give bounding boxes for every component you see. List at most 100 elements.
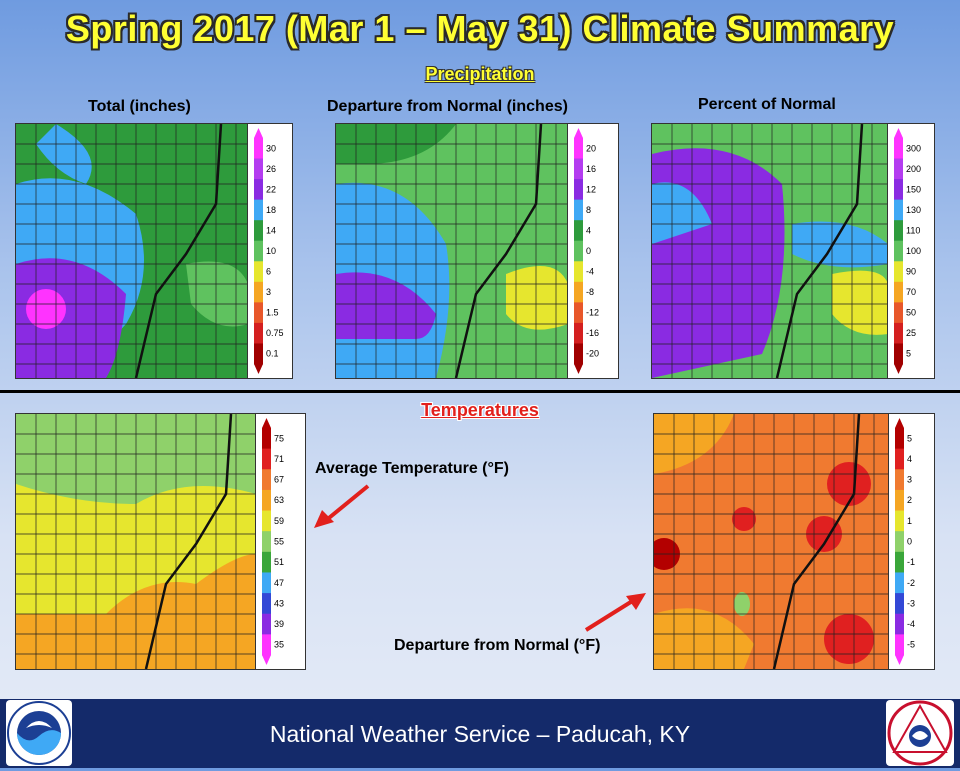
arrow-left-icon (310, 482, 372, 535)
legend-swatch (262, 489, 271, 512)
legend-swatch (895, 572, 904, 594)
legend-swatch (262, 469, 271, 491)
legend-swatch (254, 220, 263, 242)
legend-swatch (895, 634, 904, 656)
legend-tick-label: -5 (907, 640, 915, 650)
legend-swatch (254, 261, 263, 283)
legend-bottom-arrow (254, 364, 263, 374)
legend-tick-label: -16 (586, 328, 599, 338)
legend-tick-label: 47 (274, 578, 284, 588)
legend-swatch (895, 428, 904, 450)
legend-swatch (254, 302, 263, 324)
legend-swatch (894, 322, 903, 344)
legend-swatch (894, 158, 903, 180)
legend-swatch (254, 158, 263, 180)
legend-swatch (254, 240, 263, 262)
legend-swatch (894, 138, 903, 160)
legend-swatch (262, 593, 271, 615)
legend-tick-label: 14 (266, 225, 276, 235)
legend-swatch (574, 343, 583, 365)
legend-tick-label: 25 (906, 328, 916, 338)
legend-tick-label: 51 (274, 557, 284, 567)
legend-tick-label: 6 (266, 267, 271, 277)
legend-swatch (895, 593, 904, 615)
legend-tick-label: 75 (274, 433, 284, 443)
legend-tick-label: -8 (586, 287, 594, 297)
legend-tick-label: -4 (907, 619, 915, 629)
legend-swatch (895, 489, 904, 512)
legend-swatch (262, 613, 271, 635)
legend-swatch (894, 302, 903, 324)
temp-departure-map (653, 413, 890, 670)
precip-total-map (15, 123, 249, 379)
legend-tick-label: 10 (266, 246, 276, 256)
legend-tick-label: 2 (907, 495, 912, 505)
legend-swatch (254, 138, 263, 160)
legend-tick-label: -1 (907, 557, 915, 567)
legend-swatch (894, 343, 903, 365)
legend-tick-label: 130 (906, 205, 921, 215)
legend-tick-label: 43 (274, 598, 284, 608)
legend-swatch (894, 240, 903, 262)
legend-tick-label: 39 (274, 619, 284, 629)
legend-swatch (262, 531, 271, 553)
temp-average-legend: 75 71 67 63 59 55 51 47 43 39 35 (255, 413, 306, 670)
legend-swatch (895, 448, 904, 470)
precipitation-heading: Precipitation (425, 64, 535, 84)
legend-top-arrow (262, 418, 271, 428)
arrow-right-icon (582, 590, 650, 639)
legend-tick-label: 4 (907, 454, 912, 464)
legend-swatch (254, 199, 263, 221)
legend-swatch (895, 510, 904, 532)
legend-swatch (254, 343, 263, 365)
legend-swatch (574, 322, 583, 344)
legend-tick-label: 26 (266, 164, 276, 174)
legend-tick-label: 90 (906, 267, 916, 277)
temp-departure-legend: 5 4 3 2 1 0 -1 -2 -3 -4 -5 (888, 413, 935, 670)
precip-percent-map (651, 123, 889, 379)
legend-swatch (894, 199, 903, 221)
legend-swatch (574, 179, 583, 201)
legend-tick-label: -3 (907, 598, 915, 608)
nws-logo (886, 700, 954, 766)
legend-top-arrow (895, 418, 904, 428)
legend-swatch (894, 220, 903, 242)
legend-swatch (895, 613, 904, 635)
legend-tick-label: 18 (266, 205, 276, 215)
legend-tick-label: 4 (586, 225, 591, 235)
legend-tick-label: 0.75 (266, 328, 284, 338)
legend-swatch (574, 281, 583, 303)
legend-tick-label: 30 (266, 143, 276, 153)
legend-tick-label: 67 (274, 475, 284, 485)
legend-swatch (574, 220, 583, 242)
legend-swatch (574, 302, 583, 324)
legend-swatch (262, 428, 271, 450)
precip-total-label: Total (inches) (88, 98, 191, 115)
temp-departure-label: Departure from Normal (°F) (394, 637, 601, 654)
legend-swatch (895, 469, 904, 491)
legend-swatch (254, 179, 263, 201)
page-title: Spring 2017 (Mar 1 – May 31) Climate Sum… (65, 8, 895, 49)
precip-departure-legend: 20 16 12 8 4 0 -4 -8 -12 -16 -20 (567, 123, 619, 379)
legend-tick-label: 1.5 (266, 308, 279, 318)
footer-bar (0, 699, 960, 768)
legend-top-arrow (894, 128, 903, 138)
legend-tick-label: 200 (906, 164, 921, 174)
legend-tick-label: 0.1 (266, 349, 279, 359)
precip-total-legend: 30 26 22 18 14 10 6 3 1.5 0.75 0.1 (247, 123, 293, 379)
legend-swatch (894, 261, 903, 283)
legend-swatch (262, 510, 271, 532)
temp-average-map (15, 413, 257, 670)
legend-top-arrow (574, 128, 583, 138)
legend-swatch (262, 551, 271, 573)
legend-tick-label: 59 (274, 516, 284, 526)
legend-tick-label: -2 (907, 578, 915, 588)
precip-percent-legend: 300 200 150 130 110 100 90 70 50 25 5 (887, 123, 935, 379)
legend-swatch (895, 531, 904, 553)
legend-top-arrow (254, 128, 263, 138)
legend-bottom-arrow (262, 655, 271, 665)
legend-swatch (895, 551, 904, 573)
legend-swatch (262, 634, 271, 656)
legend-tick-label: 12 (586, 184, 596, 194)
temp-average-label: Average Temperature (°F) (315, 460, 510, 477)
